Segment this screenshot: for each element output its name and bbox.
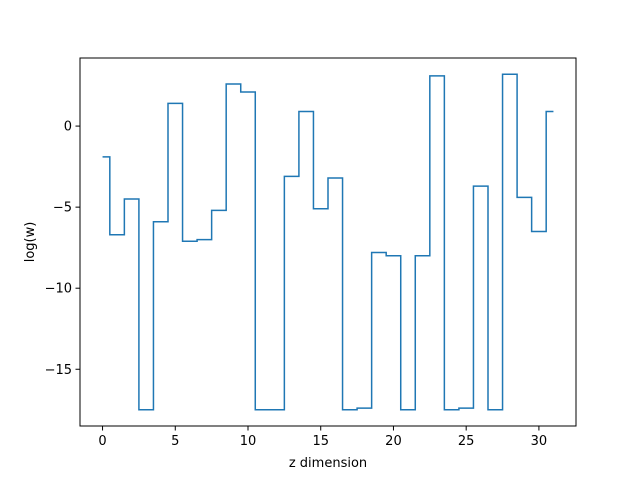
- series-layer: [102, 73, 554, 411]
- x-axis-label: z dimension: [289, 456, 367, 471]
- x-axis: 0 5 10 15 20 25 30: [98, 426, 547, 449]
- plot-frame: [79, 57, 577, 427]
- x-tick-label: 30: [531, 434, 548, 449]
- y-tick-label: 0: [64, 120, 72, 135]
- x-tick-label: 25: [458, 434, 475, 449]
- x-tick-label: 20: [385, 434, 402, 449]
- x-tick-label: 15: [312, 434, 329, 449]
- x-tick-label: 5: [171, 434, 179, 449]
- x-tick-label: 0: [98, 434, 106, 449]
- y-tick-label: −15: [45, 363, 72, 378]
- y-axis: −15 −10 −5 0: [45, 120, 80, 378]
- y-axis-label: log(w): [23, 222, 38, 263]
- y-tick-label: −10: [45, 282, 72, 297]
- y-tick-label: −5: [53, 201, 72, 216]
- series-line-0: [102, 73, 554, 411]
- x-tick-label: 10: [240, 434, 257, 449]
